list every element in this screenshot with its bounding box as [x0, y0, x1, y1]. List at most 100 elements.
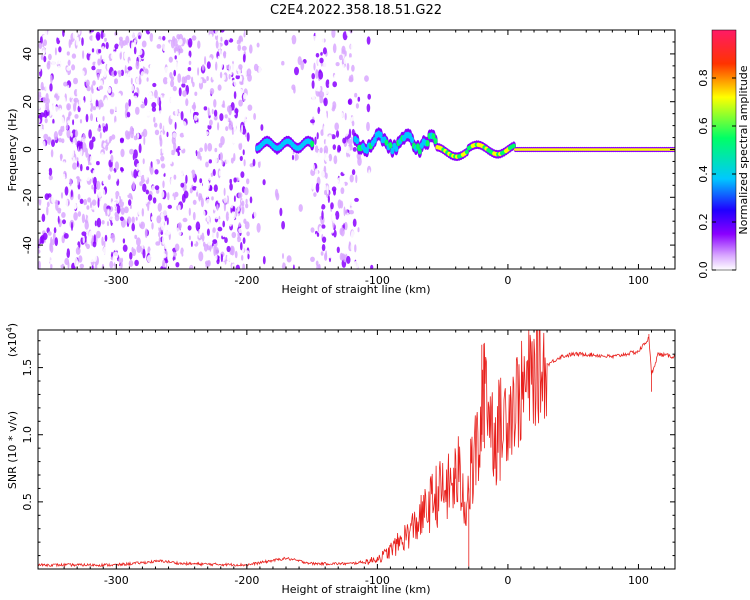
spectrogram-cell — [258, 65, 262, 76]
spectrogram-cell — [333, 229, 337, 238]
spectrogram-cell — [319, 156, 324, 163]
spectrogram-cell — [66, 128, 71, 139]
snr-x-ticks: -300 -200 -100 0 100 — [63, 330, 666, 587]
spectrogram-cell — [226, 64, 230, 70]
spectrogram-cell — [332, 43, 337, 54]
spectrogram-cell — [141, 208, 144, 217]
spectrogram-cell — [157, 221, 161, 228]
spectrogram-cell — [87, 215, 92, 223]
spectrogram-cell — [198, 120, 203, 126]
spectrogram-cell — [128, 165, 132, 176]
spectrogram-cell — [188, 235, 191, 241]
spectrogram-cell — [189, 187, 193, 194]
spectrogram-cell — [162, 35, 166, 41]
spectrogram-cell — [322, 236, 327, 243]
spectrogram-cell — [55, 221, 59, 230]
spectrogram-cell — [329, 71, 333, 81]
spectrogram-cell — [197, 182, 203, 190]
spectrogram-cell — [68, 39, 72, 49]
spectrogram-cell — [174, 191, 179, 197]
spectrogram-cell — [39, 212, 42, 218]
spectrogram-cell — [294, 154, 299, 161]
spectrogram-cell — [42, 34, 46, 40]
spectrogram-cell — [58, 137, 62, 143]
spectrogram-cell — [86, 85, 91, 92]
spectrogram-cell — [228, 121, 233, 130]
spectrogram-cell — [93, 141, 97, 149]
spectrogram-cell — [332, 249, 336, 257]
spectrogram-cell — [147, 194, 153, 201]
spectrogram-cell — [335, 210, 340, 220]
spectrogram-cell — [173, 174, 177, 180]
spectrogram-cell — [93, 234, 96, 244]
spectrogram-cell — [203, 45, 209, 55]
spectrogram-cell — [46, 201, 50, 208]
spectrogram-cell — [238, 64, 243, 70]
spectrogram-cell — [328, 234, 333, 240]
y-tick-label: -40 — [21, 236, 34, 254]
spectrogram-cell — [237, 206, 240, 212]
spectrogram-cell — [76, 232, 79, 239]
spectrogram-cell — [120, 261, 123, 269]
spectrogram-cell — [86, 93, 91, 103]
spectrogram-cell — [181, 76, 186, 84]
spectrogram-cell — [209, 119, 213, 126]
spectrogram-cell — [39, 128, 45, 138]
spectrogram-cell — [152, 143, 156, 154]
spectrogram-cell — [211, 131, 215, 141]
spectrogram-cell — [310, 119, 315, 124]
spectrogram-cell — [325, 138, 328, 148]
spectrogram-cell — [236, 181, 240, 191]
spectrogram-cell — [86, 263, 89, 269]
spectrogram-cell — [62, 176, 66, 183]
spectrogram-cell — [247, 104, 253, 111]
spectrogram-cell — [91, 84, 94, 92]
spectrogram-cell — [242, 237, 246, 245]
spectrogram-cell — [208, 159, 212, 164]
spectrogram-cell — [91, 48, 95, 53]
spectrogram-cell — [333, 189, 336, 196]
spectrogram-cell — [213, 109, 218, 117]
spectrogram-cell — [135, 106, 140, 115]
spectrogram-cell — [234, 250, 238, 259]
spectrogram-cell — [158, 110, 162, 115]
spectrogram-cell — [90, 217, 95, 227]
spectrogram-cell — [332, 81, 338, 88]
spectrogram-cell — [239, 75, 243, 82]
spectrogram-cell — [39, 112, 45, 118]
spectrogram-cell — [100, 188, 106, 198]
spectrogram-cell — [50, 149, 54, 158]
spectrogram-cell — [328, 251, 332, 259]
spectrogram-cell — [349, 57, 352, 62]
spectrogram-cell — [99, 211, 104, 220]
spectrogram-cell — [208, 221, 211, 230]
spectrogram-cell — [348, 84, 354, 93]
spectrogram-cell — [327, 195, 330, 204]
spectrogram-cell — [100, 151, 105, 161]
spectrogram-cell — [218, 170, 222, 177]
spectrogram-cell — [125, 260, 128, 269]
spectrogram-cell — [170, 79, 175, 88]
spectrogram-cell — [224, 39, 229, 46]
spectrogram-cell — [143, 79, 146, 85]
spectrogram-cell — [80, 148, 83, 157]
spectrogram-cell — [324, 189, 327, 196]
spectrogram-cell — [66, 51, 70, 56]
spectrogram-cell — [117, 92, 121, 98]
spectrogram-cell — [97, 58, 101, 66]
spectrogram-cell — [229, 183, 233, 191]
spectrogram-cell — [243, 111, 246, 122]
spectrogram-cell — [136, 163, 141, 170]
spectrogram-cell — [49, 110, 52, 117]
spectrogram-cell — [222, 220, 225, 228]
spectrogram-cell — [316, 132, 319, 140]
spectrogram-cell — [256, 156, 261, 163]
spectrogram-cell — [149, 30, 155, 33]
spectrogram-cell — [253, 113, 256, 120]
spectrogram-cell — [162, 253, 167, 259]
spectrogram-cell — [147, 201, 150, 212]
spectrogram-cell — [315, 182, 320, 193]
spectrogram-cell — [124, 177, 128, 185]
spectrogram-cell — [178, 38, 183, 46]
spectrogram-cell — [343, 246, 348, 255]
